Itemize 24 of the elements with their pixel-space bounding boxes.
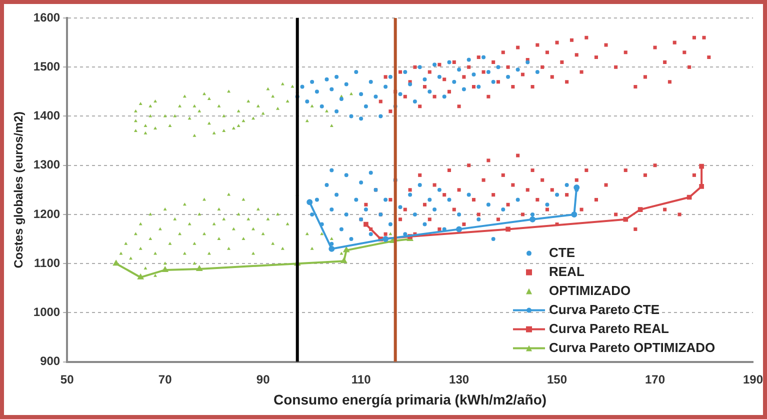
- y-tick-label: 900: [40, 354, 60, 368]
- legend-label: CTE: [549, 244, 576, 260]
- x-tick-label: 70: [158, 372, 172, 386]
- y-tick-label: 1400: [33, 108, 60, 123]
- y-axis-title: Costes globales (euros/m2): [12, 112, 26, 268]
- legend-label: Curva Pareto OPTIMIZADO: [549, 340, 716, 355]
- y-tick-label: 1200: [33, 206, 60, 221]
- y-tick-label: 1600: [33, 10, 60, 24]
- legend-label: REAL: [549, 264, 584, 279]
- x-tick-label: 170: [645, 372, 666, 386]
- y-tick-label: 1500: [33, 59, 60, 74]
- x-axis-title: Consumo energía primaria (kWh/m2/año): [274, 391, 547, 408]
- y-tick-label: 1100: [34, 256, 60, 270]
- y-tick-label: 1000: [33, 305, 60, 319]
- x-tick-label: 190: [742, 372, 764, 386]
- x-tick-label: 90: [256, 372, 270, 386]
- x-tick-label: 130: [449, 372, 470, 386]
- y-tick-label: 1300: [33, 158, 60, 172]
- x-tick-label: 110: [351, 372, 372, 386]
- legend-label: Curva Pareto REAL: [549, 320, 669, 336]
- legend-label: Curva Pareto CTE: [549, 302, 660, 317]
- x-tick-label: 150: [547, 372, 568, 386]
- x-tick-label: 50: [60, 372, 74, 386]
- legend-label: OPTIMIZADO: [549, 282, 631, 298]
